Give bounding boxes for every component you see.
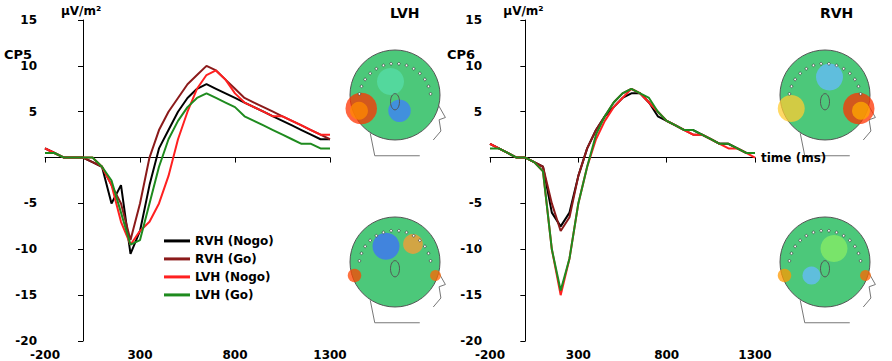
svg-text:-5: -5 — [24, 196, 37, 210]
svg-text:1300: 1300 — [738, 348, 771, 361]
svg-text:-20: -20 — [15, 334, 37, 348]
svg-text:-200: -200 — [475, 348, 505, 361]
svg-text:800: 800 — [654, 348, 679, 361]
svg-text:15: 15 — [20, 13, 37, 27]
svg-text:RVH (Nogo): RVH (Nogo) — [195, 234, 274, 248]
svg-text:5: 5 — [29, 105, 37, 119]
svg-text:RVH: RVH — [820, 5, 853, 21]
svg-text:5: 5 — [474, 105, 482, 119]
svg-text:-20: -20 — [460, 334, 482, 348]
svg-text:CP5: CP5 — [4, 47, 33, 62]
svg-text:10: 10 — [465, 59, 482, 73]
svg-text:μV/m²: μV/m² — [503, 4, 543, 18]
svg-text:RVH (Go): RVH (Go) — [195, 252, 257, 266]
svg-text:15: 15 — [465, 13, 482, 27]
svg-text:μV/m²: μV/m² — [61, 4, 101, 18]
svg-text:time (ms): time (ms) — [761, 151, 826, 165]
svg-text:300: 300 — [566, 348, 591, 361]
svg-text:CP6: CP6 — [447, 47, 476, 62]
svg-text:LVH: LVH — [390, 5, 420, 21]
svg-text:-5: -5 — [469, 196, 482, 210]
svg-text:-10: -10 — [15, 242, 37, 256]
svg-text:-15: -15 — [460, 288, 482, 302]
svg-text:LVH (Nogo): LVH (Nogo) — [195, 270, 271, 284]
svg-text:LVH (Go): LVH (Go) — [195, 288, 254, 302]
svg-text:800: 800 — [222, 348, 247, 361]
svg-text:-10: -10 — [460, 242, 482, 256]
svg-text:300: 300 — [127, 348, 152, 361]
svg-text:-15: -15 — [15, 288, 37, 302]
svg-text:-200: -200 — [30, 348, 60, 361]
svg-text:1300: 1300 — [313, 348, 346, 361]
svg-text:10: 10 — [20, 59, 37, 73]
